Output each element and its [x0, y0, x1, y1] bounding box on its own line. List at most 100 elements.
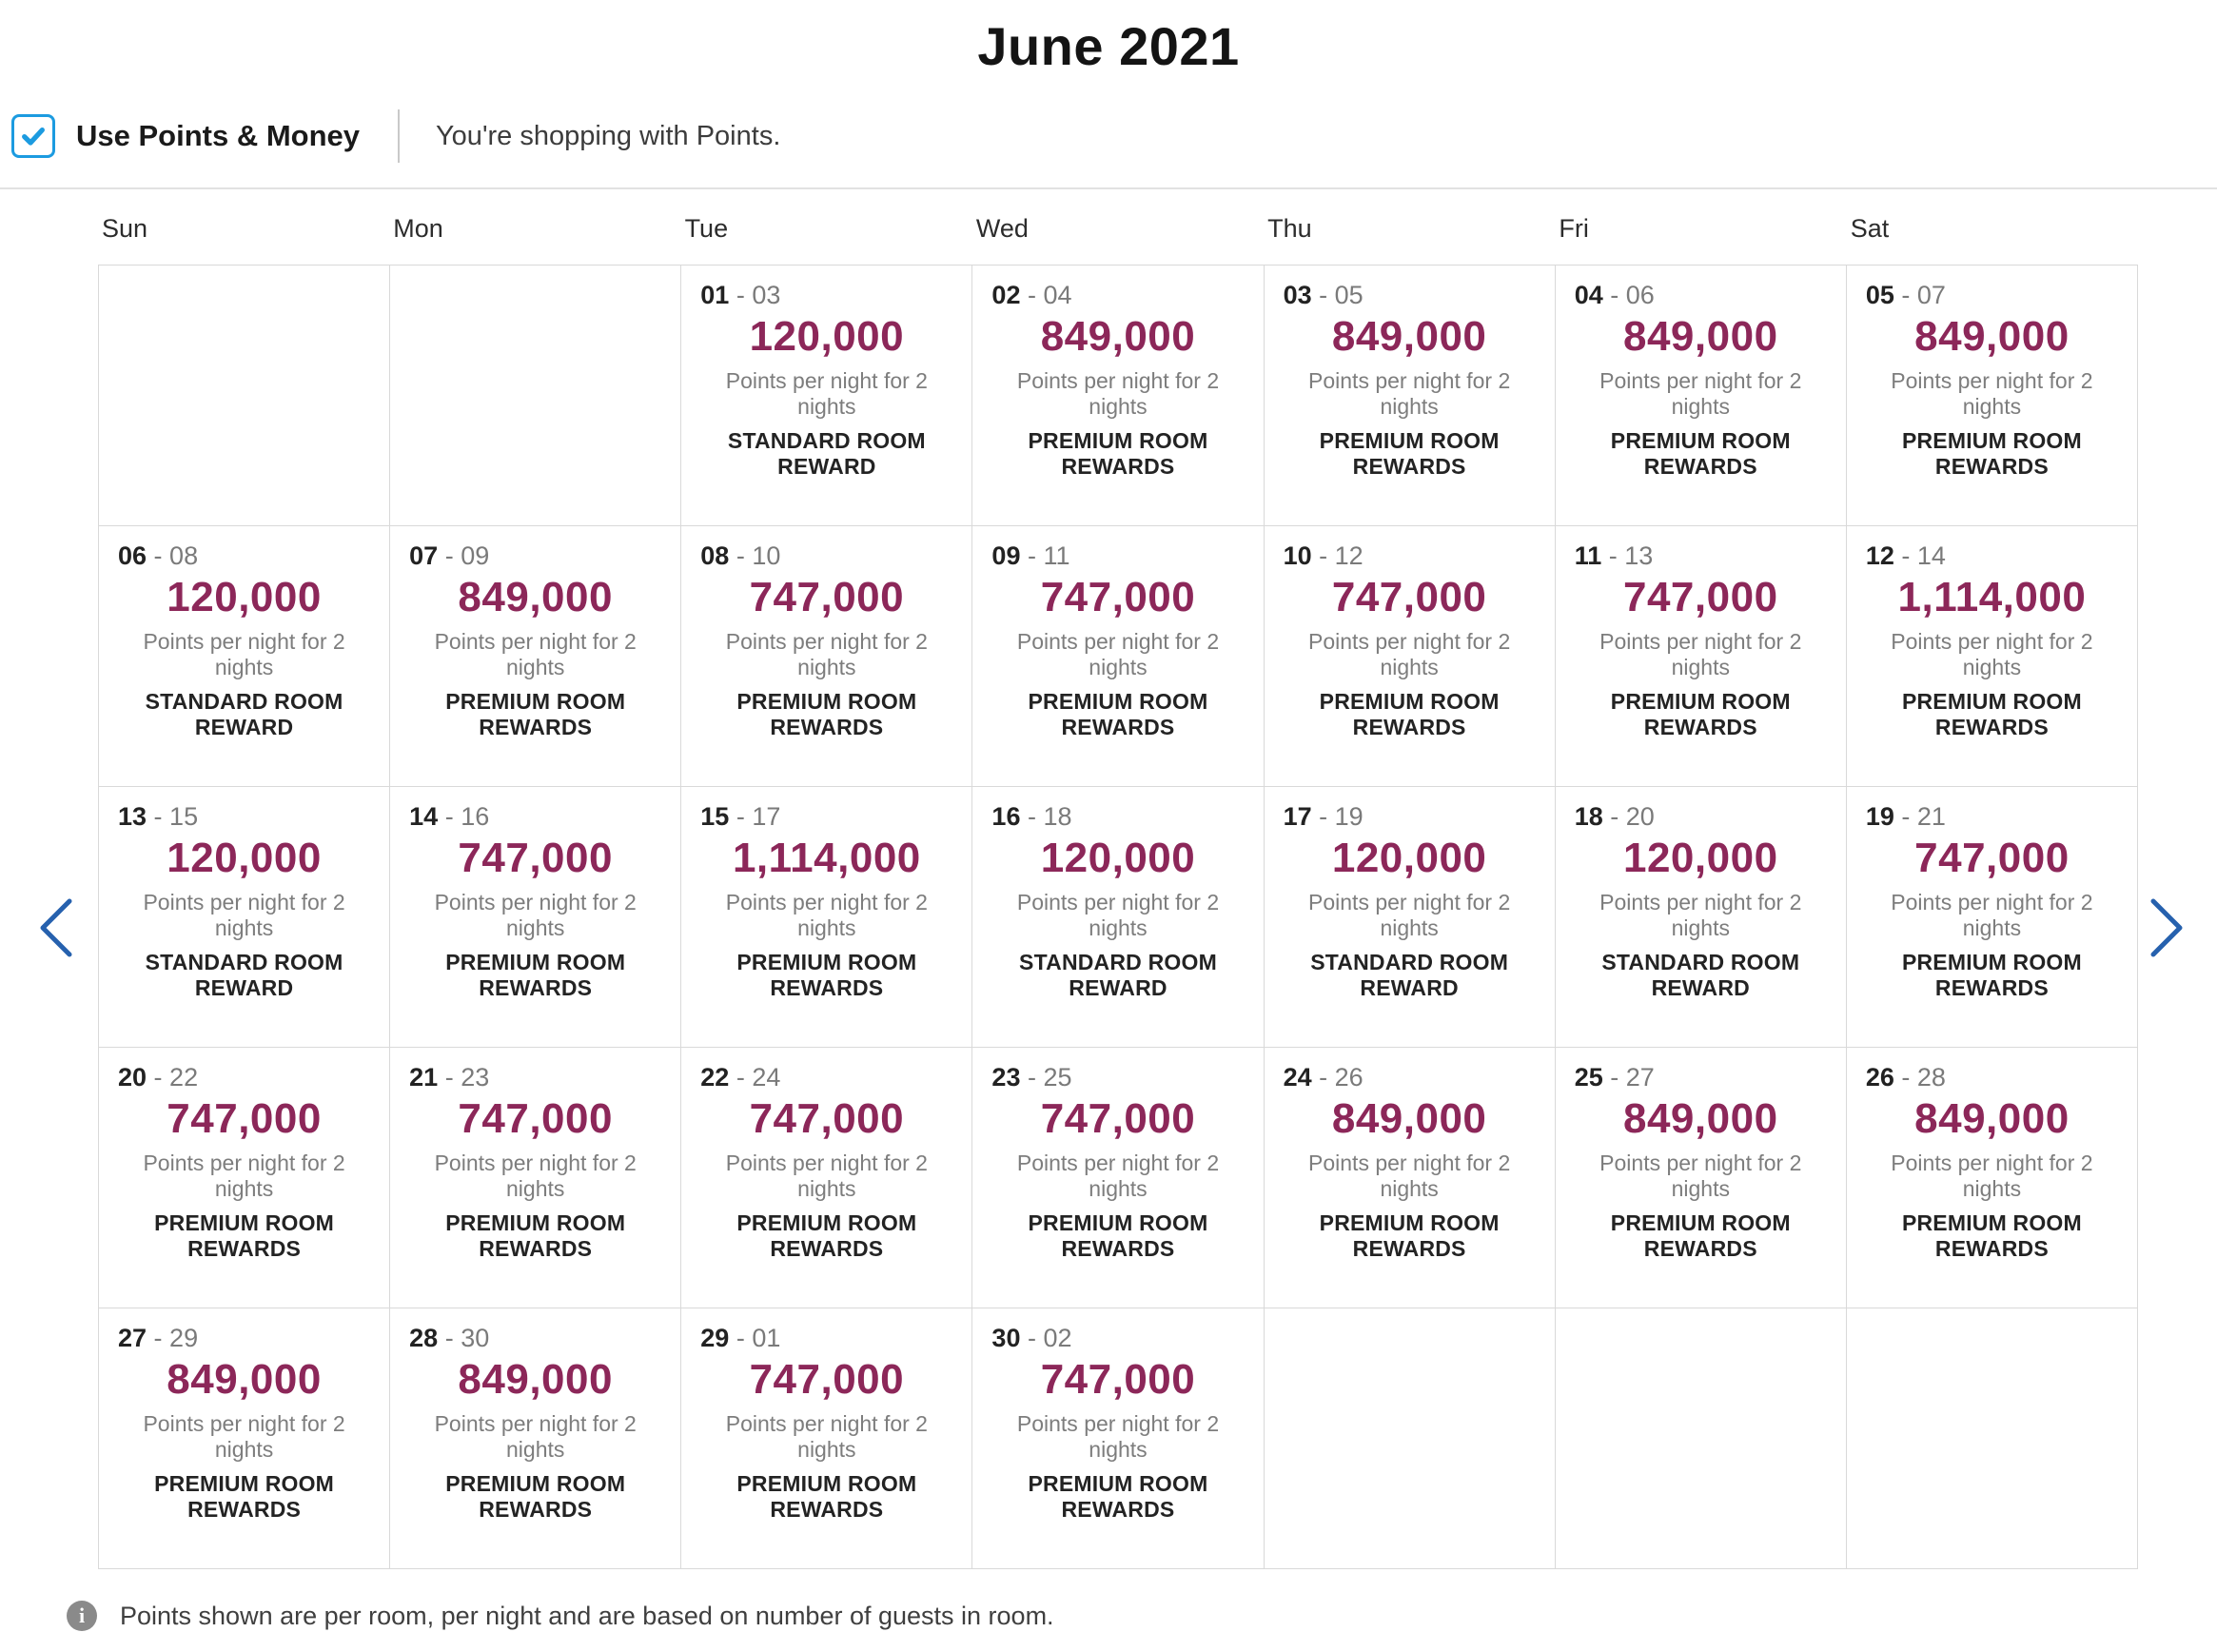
calendar-cell[interactable]: 18 - 20 120,000 Points per night for 2 nig… [1555, 787, 1847, 1048]
calendar-cell[interactable]: 19 - 21 747,000 Points per night for 2 nig… [1846, 787, 2138, 1048]
calendar-cell[interactable]: 07 - 09 849,000 Points per night for 2 nig… [390, 526, 682, 787]
calendar-cell[interactable]: 26 - 28 849,000 Points per night for 2 nig… [1846, 1048, 2138, 1308]
points-unit-label: Points per night for 2 nights [143, 890, 345, 940]
chevron-left-icon [35, 896, 75, 962]
points-value: 747,000 [749, 1095, 905, 1142]
use-points-money-checkbox[interactable] [11, 114, 55, 158]
calendar-cell[interactable]: 28 - 30 849,000 Points per night for 2 nig… [390, 1308, 682, 1569]
points-unit-label: Points per night for 2 nights [725, 1150, 928, 1201]
calendar-cell[interactable]: 02 - 04 849,000 Points per night for 2 nig… [972, 266, 1265, 526]
calendar-cell[interactable]: 23 - 25 747,000 Points per night for 2 nig… [972, 1048, 1265, 1308]
calendar-cell[interactable]: 05 - 07 849,000 Points per night for 2 nig… [1846, 266, 2138, 526]
points-value: 120,000 [1040, 835, 1196, 881]
calendar-cell[interactable]: 08 - 10 747,000 Points per night for 2 nig… [681, 526, 973, 787]
calendar-cell[interactable]: 06 - 08 120,000 Points per night for 2 nig… [99, 526, 391, 787]
calendar-cell[interactable]: 30 - 02 747,000 Points per night for 2 nig… [972, 1308, 1265, 1569]
checkin-date: 20 [118, 1063, 147, 1092]
calendar-cell[interactable]: 22 - 24 747,000 Points per night for 2 nig… [681, 1048, 973, 1308]
points-unit-label: Points per night for 2 nights [143, 629, 345, 679]
points-unit-label: Points per night for 2 nights [1599, 368, 1802, 419]
day-header: Tue [684, 214, 729, 243]
calendar-cell[interactable]: 14 - 16 747,000 Points per night for 2 nig… [390, 787, 682, 1048]
calendar-cell[interactable]: 17 - 19 120,000 Points per night for 2 nig… [1264, 787, 1556, 1048]
points-value: 120,000 [167, 574, 322, 620]
room-reward-type: PREMIUM ROOM REWARDS [1028, 1210, 1208, 1261]
points-value: 849,000 [1040, 313, 1196, 360]
checkout-date: 11 [1043, 541, 1070, 570]
date-range: 21 - 23 [409, 1063, 490, 1092]
room-reward-type: PREMIUM ROOM REWARDS [736, 1210, 917, 1261]
checkin-date: 13 [118, 802, 147, 831]
points-unit-label: Points per night for 2 nights [1891, 890, 2093, 940]
checkout-date: 10 [752, 541, 781, 570]
points-unit-label: Points per night for 2 nights [434, 1411, 637, 1462]
points-unit-label: Points per night for 2 nights [143, 1411, 345, 1462]
checkout-date: 27 [1625, 1063, 1655, 1092]
calendar-cell[interactable]: 21 - 23 747,000 Points per night for 2 nig… [390, 1048, 682, 1308]
checkin-date: 23 [991, 1063, 1021, 1092]
checkin-date: 01 [700, 281, 730, 309]
room-reward-type: PREMIUM ROOM REWARDS [1610, 1210, 1791, 1261]
calendar-cell[interactable]: 10 - 12 747,000 Points per night for 2 nig… [1264, 526, 1556, 787]
room-reward-type: PREMIUM ROOM REWARDS [1901, 689, 2082, 739]
date-range: 12 - 14 [1865, 541, 1946, 570]
points-unit-label: Points per night for 2 nights [1891, 629, 2093, 679]
checkin-date: 12 [1865, 541, 1894, 570]
checkout-date: 20 [1625, 802, 1655, 831]
calendar-cell[interactable]: 15 - 17 1,114,000 Points per night for 2 n… [681, 787, 973, 1048]
date-range: 27 - 29 [118, 1324, 199, 1352]
calendar-cell[interactable]: 27 - 29 849,000 Points per night for 2 nig… [99, 1308, 391, 1569]
calendar-cell[interactable]: 13 - 15 120,000 Points per night for 2 nig… [99, 787, 391, 1048]
date-range: 30 - 02 [991, 1324, 1072, 1352]
checkout-date: 28 [1916, 1063, 1946, 1092]
date-range: 08 - 10 [700, 541, 781, 570]
room-reward-type: PREMIUM ROOM REWARDS [1610, 428, 1791, 479]
points-value: 849,000 [1622, 1095, 1778, 1142]
checkin-date: 30 [991, 1324, 1021, 1352]
date-range: 26 - 28 [1865, 1063, 1946, 1092]
points-unit-label: Points per night for 2 nights [1016, 1411, 1220, 1462]
calendar-cell[interactable]: 01 - 03 120,000 Points per night for 2 nig… [681, 266, 973, 526]
points-unit-label: Points per night for 2 nights [1308, 890, 1511, 940]
date-range: 10 - 12 [1283, 541, 1364, 570]
calendar-cell[interactable]: 20 - 22 747,000 Points per night for 2 nig… [99, 1048, 391, 1308]
checkout-date: 03 [752, 281, 781, 309]
date-range: 15 - 17 [700, 802, 781, 831]
next-month-button[interactable] [2139, 898, 2196, 959]
room-reward-type: PREMIUM ROOM REWARDS [1610, 689, 1791, 739]
calendar-cell[interactable]: 24 - 26 849,000 Points per night for 2 nig… [1264, 1048, 1556, 1308]
points-unit-label: Points per night for 2 nights [434, 1150, 637, 1201]
checkin-date: 26 [1865, 1063, 1894, 1092]
horizontal-divider [0, 187, 2217, 189]
room-reward-type: STANDARD ROOM REWARD [1310, 950, 1509, 1000]
calendar-cell[interactable]: 11 - 13 747,000 Points per night for 2 nig… [1555, 526, 1847, 787]
date-range: 04 - 06 [1574, 281, 1655, 309]
calendar-grid: 01 - 03 120,000 Points per night for 2 nig… [98, 265, 2138, 1569]
points-value: 747,000 [458, 1095, 613, 1142]
calendar-cell[interactable]: 16 - 18 120,000 Points per night for 2 nig… [972, 787, 1265, 1048]
checkin-date: 15 [700, 802, 730, 831]
checkmark-icon [20, 123, 47, 149]
calendar-cell[interactable]: 03 - 05 849,000 Points per night for 2 nig… [1264, 266, 1556, 526]
room-reward-type: PREMIUM ROOM REWARDS [1028, 689, 1208, 739]
checkin-date: 09 [991, 541, 1021, 570]
calendar-cell[interactable]: 25 - 27 849,000 Points per night for 2 nig… [1555, 1048, 1847, 1308]
points-value: 849,000 [1331, 1095, 1487, 1142]
calendar-cell[interactable]: 29 - 01 747,000 Points per night for 2 nig… [681, 1308, 973, 1569]
points-disclaimer: i Points shown are per room, per night a… [67, 1601, 1054, 1631]
points-value: 849,000 [458, 574, 613, 620]
points-unit-label: Points per night for 2 nights [1308, 1150, 1511, 1201]
points-value: 849,000 [458, 1356, 613, 1403]
points-value: 120,000 [1331, 835, 1487, 881]
checkin-date: 27 [118, 1324, 147, 1352]
date-range: 06 - 08 [118, 541, 199, 570]
calendar-cell[interactable]: 09 - 11 747,000 Points per night for 2 nig… [972, 526, 1265, 787]
points-unit-label: Points per night for 2 nights [1891, 1150, 2093, 1201]
previous-month-button[interactable] [27, 898, 84, 959]
calendar-cell[interactable]: 04 - 06 849,000 Points per night for 2 nig… [1555, 266, 1847, 526]
points-unit-label: Points per night for 2 nights [1891, 368, 2093, 419]
day-header: Mon [393, 214, 443, 243]
room-reward-type: PREMIUM ROOM REWARDS [736, 1471, 917, 1522]
use-points-money-label: Use Points & Money [76, 119, 360, 152]
calendar-cell[interactable]: 12 - 14 1,114,000 Points per night for 2 n… [1846, 526, 2138, 787]
